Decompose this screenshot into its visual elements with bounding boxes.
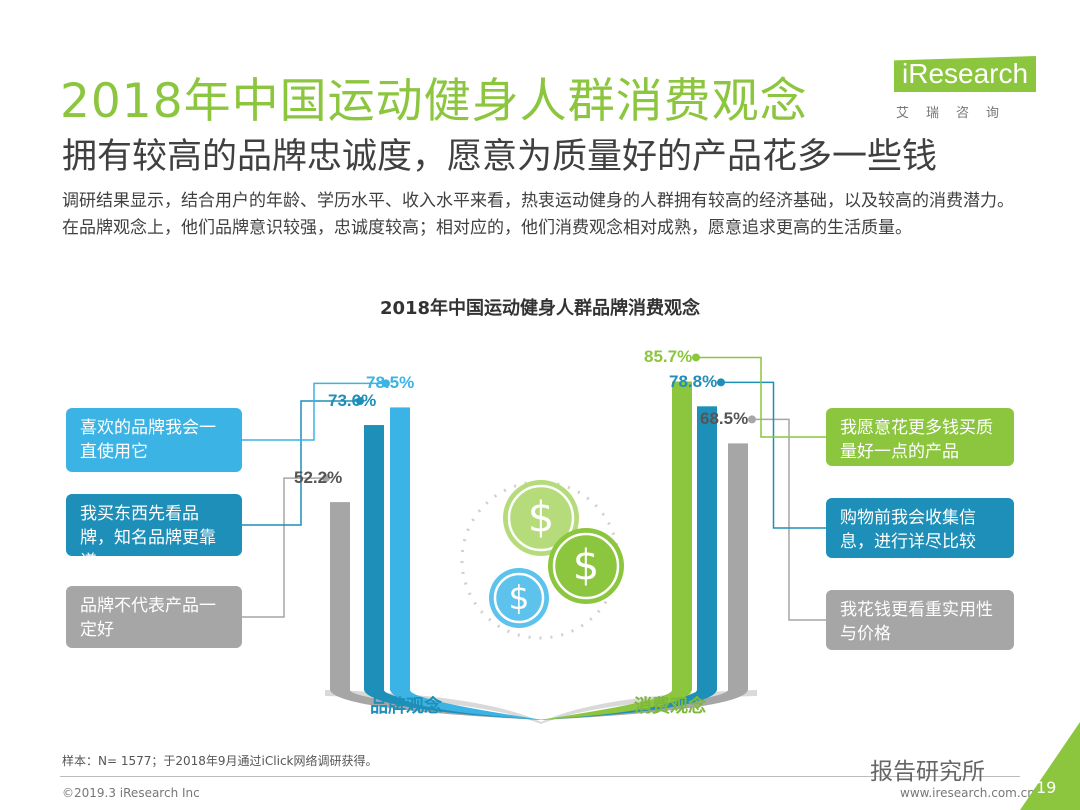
bar-curve-1-1	[539, 690, 717, 720]
connector-dot	[356, 397, 364, 406]
value-label: 68.5%	[700, 409, 749, 429]
page-subtitle: 拥有较高的品牌忠诚度，愿意为质量好的产品花多一些钱	[62, 137, 938, 177]
connector-line	[242, 400, 360, 526]
connector-line	[696, 356, 826, 438]
callout-box: 我花钱更看重实用性与价格	[826, 590, 1014, 650]
dollar-icon: $	[528, 493, 555, 542]
bar-curve-1-2	[539, 690, 748, 720]
coin-top-ring	[507, 484, 575, 552]
page-number: 19	[1036, 778, 1057, 797]
connector-dot	[692, 353, 700, 362]
connector-dot	[382, 379, 390, 388]
watermark-text: 报告研究所	[870, 759, 985, 785]
value-label: 85.7%	[644, 347, 693, 367]
description-text: 调研结果显示，结合用户的年龄、学历水平、收入水平来看，热衷运动健身的人群拥有较高…	[62, 191, 1014, 238]
bar-1-2	[728, 443, 748, 690]
connector-dot	[748, 415, 756, 424]
group-label: 品牌观念	[370, 696, 442, 717]
footer-divider	[60, 776, 1020, 777]
bar-curve-0-2	[330, 690, 543, 720]
source-note: 样本：N= 1577；于2018年9月通过iClick网络调研获得。	[62, 754, 378, 768]
book-base	[325, 690, 757, 724]
coin-left	[489, 568, 549, 628]
coin-top	[503, 480, 579, 556]
connector-dot	[322, 474, 330, 483]
value-label: 73.6%	[328, 391, 377, 411]
bar-curve-0-0	[390, 690, 543, 720]
logo-wordmark: iResearch	[894, 56, 1037, 92]
bar-0-1	[364, 425, 384, 690]
chart-title: 2018年中国运动健身人群品牌消费观念	[379, 298, 701, 319]
value-label: 78.5%	[366, 373, 415, 393]
value-label: 78.8%	[669, 372, 718, 392]
copyright-text: ©2019.3 iResearch Inc	[62, 786, 200, 800]
dollar-icon: $	[509, 578, 530, 617]
callout-box: 我愿意花更多钱买质量好一点的产品	[826, 408, 1014, 466]
connector-line	[242, 477, 326, 618]
group-label: 消费观念	[634, 696, 706, 717]
bar-1-0	[672, 381, 692, 690]
page-title: 2018年中国运动健身人群消费观念	[60, 74, 808, 129]
dollar-icon: $	[573, 541, 600, 590]
callout-box: 购物前我会收集信息，进行详尽比较	[826, 498, 1014, 558]
iresearch-logo: iResearch 艾瑞咨询	[894, 56, 1037, 126]
callout-box: 喜欢的品牌我会一直使用它	[66, 408, 242, 472]
coin-left-ring	[493, 572, 545, 624]
connector-line	[242, 382, 386, 441]
bar-1-1	[697, 406, 717, 690]
connector-dot	[717, 378, 725, 387]
coin-right-ring	[552, 532, 620, 600]
value-label: 52.2%	[294, 468, 343, 488]
bar-0-0	[390, 407, 410, 690]
bar-curve-1-0	[539, 690, 692, 720]
connector-line	[721, 381, 826, 529]
logo-subtext: 艾瑞咨询	[896, 106, 1017, 121]
bar-curve-0-1	[364, 690, 543, 720]
callout-box: 我买东西先看品牌，知名品牌更靠谱	[66, 494, 242, 572]
bar-0-2	[330, 502, 350, 690]
callout-box: 品牌不代表产品一定好	[66, 586, 242, 648]
website-text: www.iresearch.com.cn	[900, 786, 1035, 800]
connector-line	[752, 418, 826, 621]
coin-right	[548, 528, 624, 604]
